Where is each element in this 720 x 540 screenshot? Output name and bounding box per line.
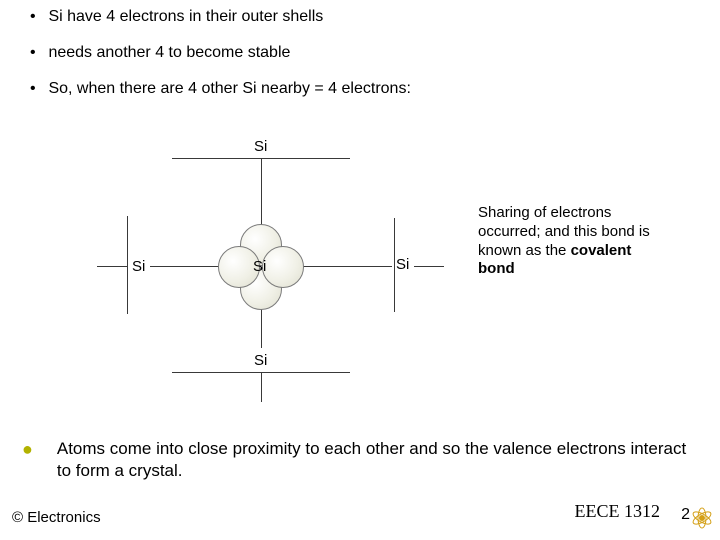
si-label-top: Si [254,138,267,155]
annot-line: occurred; and this bond is [478,223,650,242]
electron-orb [262,246,304,288]
atom-icon [690,506,714,530]
footer-copyright: © Electronics [12,509,101,526]
bullet-dot: • [30,8,44,26]
diag-line [127,216,128,314]
bullet-text: needs another 4 to become stable [48,44,290,61]
diag-line [261,158,262,188]
bullet-row: • Si have 4 electrons in their outer she… [30,8,411,26]
bottom-bullet: ● Atoms come into close proximity to eac… [22,438,697,482]
si-label-right: Si [396,256,409,273]
diag-line [394,218,395,312]
diag-line [261,372,262,402]
diag-line [172,158,350,159]
diag-line [414,266,444,267]
bottom-bullet-text: Atoms come into close proximity to each … [57,438,697,482]
covalent-annotation: Sharing of electrons occurred; and this … [478,204,650,279]
diag-line [97,266,127,267]
si-label-bottom: Si [254,352,267,369]
covalent-bond-diagram: Si Si Si Si Si Sharing of electrons occu… [0,118,720,423]
si-label-center: Si [253,258,266,275]
bullet-dot: • [30,80,44,98]
footer-page-number: 2 [681,506,690,524]
annot-line: known as the covalent [478,242,650,261]
bullet-row: • needs another 4 to become stable [30,44,411,62]
annot-line: bond [478,260,650,279]
top-bullet-list: • Si have 4 electrons in their outer she… [30,8,411,116]
bullet-marker-icon: ● [22,440,33,482]
bullet-dot: • [30,44,44,62]
bullet-text: So, when there are 4 other Si nearby = 4… [48,80,410,97]
bullet-row: • So, when there are 4 other Si nearby =… [30,80,411,98]
si-label-left: Si [132,258,145,275]
annot-line: Sharing of electrons [478,204,650,223]
footer-course-code: EECE 1312 [575,501,661,522]
bullet-text: Si have 4 electrons in their outer shell… [48,8,323,25]
